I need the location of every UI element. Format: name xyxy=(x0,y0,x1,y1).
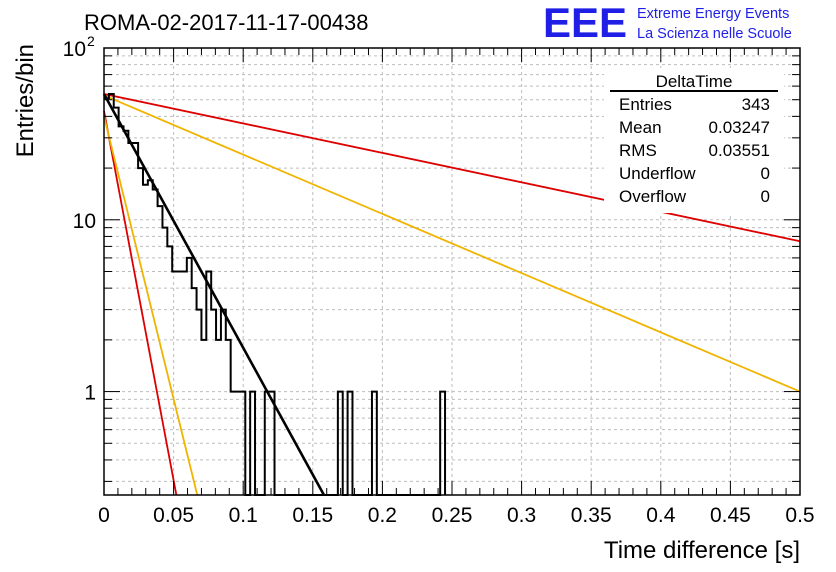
x-tick-label: 0.05 xyxy=(153,504,194,527)
stats-box-background xyxy=(604,68,784,213)
x-tick-label: 0.2 xyxy=(368,504,397,527)
chart-title: ROMA-02-2017-11-17-00438 xyxy=(84,10,369,35)
stats-row-value: 343 xyxy=(742,95,770,114)
y-tick-label: 10 xyxy=(73,210,96,233)
y-tick-label: 1 xyxy=(84,382,96,405)
stats-row-value: 0 xyxy=(761,164,770,183)
logo-line-1: Extreme Energy Events xyxy=(637,6,789,22)
logo-line-2: La Scienza nelle Scuole xyxy=(637,26,792,42)
logo-mark: EEE xyxy=(543,0,627,46)
axes: 0 0.05 0.1 0.15 0.2 0.25 0.3 0.35 0.4 0.45 0.5 1 10 1… xyxy=(63,33,815,527)
x-tick-label: 0.35 xyxy=(571,504,612,527)
stats-row-label: RMS xyxy=(619,141,657,160)
stats-row-value: 0.03247 xyxy=(709,118,770,137)
fit-line xyxy=(103,93,801,243)
stats-row-label: Underflow xyxy=(619,164,696,183)
x-tick-label: 0.45 xyxy=(710,504,751,527)
fit-line xyxy=(103,110,178,496)
x-tick-label: 0.15 xyxy=(292,504,333,527)
eee-logo: EEE Extreme Energy Events La Scienza nel… xyxy=(543,0,792,46)
stats-row-value: 0.03551 xyxy=(709,141,770,160)
y-tick-label: 10 xyxy=(63,38,86,61)
fit-line xyxy=(103,116,199,496)
x-tick-label: 0 xyxy=(98,504,110,527)
stats-row-label: Mean xyxy=(619,118,662,137)
stats-box: DeltaTime Entries 343 Mean 0.03247 RMS 0.0355… xyxy=(604,68,784,213)
stats-row-label: Entries xyxy=(619,95,672,114)
plot-data xyxy=(102,92,801,496)
y-tick-label-exponent: 2 xyxy=(87,33,95,49)
fit-line xyxy=(103,94,801,393)
x-tick-label: 0.1 xyxy=(229,504,258,527)
x-axis-label: Time difference [s] xyxy=(604,537,800,564)
stats-row-label: Overflow xyxy=(619,187,687,206)
x-tick-label: 0.25 xyxy=(432,504,473,527)
x-tick-label: 0.5 xyxy=(785,504,814,527)
y-axis-label: Entries/bin xyxy=(12,44,39,157)
x-tick-label: 0.4 xyxy=(646,504,676,527)
fit-line xyxy=(102,93,326,496)
x-tick-label: 0.3 xyxy=(507,504,536,527)
stats-box-title: DeltaTime xyxy=(656,72,733,91)
stats-rows: Entries 343 Mean 0.03247 RMS 0.03551 Underflow… xyxy=(619,95,770,206)
stats-row-value: 0 xyxy=(761,187,770,206)
